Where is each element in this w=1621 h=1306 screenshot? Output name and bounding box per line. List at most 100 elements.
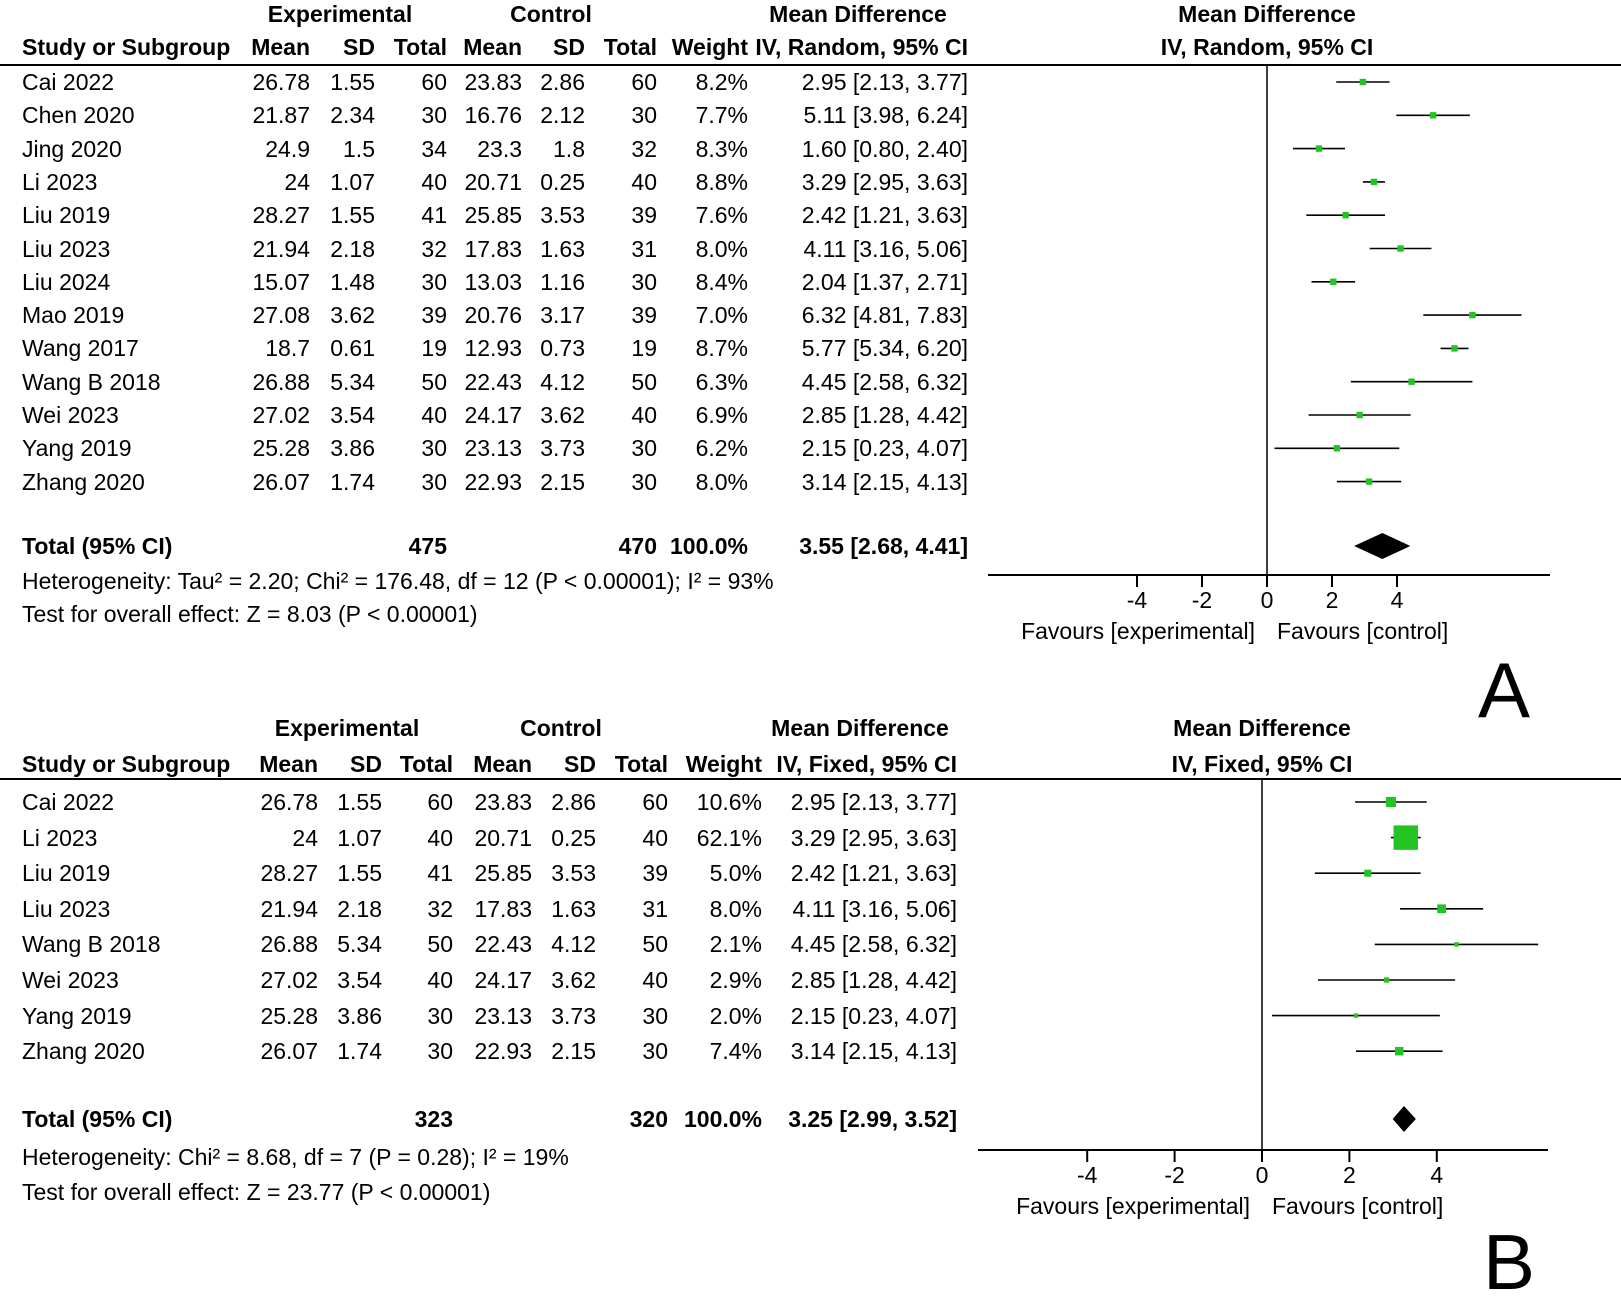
experimental-total: 39 (421, 302, 447, 329)
experimental-mean-header: Mean (259, 751, 318, 777)
control-mean: 17.83 (464, 235, 522, 262)
control-total: 40 (642, 824, 668, 851)
total-label: Total (95% CI) (22, 1106, 173, 1132)
control-mean: 23.13 (464, 435, 522, 462)
study-name: Cai 2022 (22, 789, 115, 815)
mean-difference-ci: 2.42 [1.21, 3.63] (790, 860, 957, 887)
experimental-sd: 3.54 (337, 967, 382, 993)
experimental-total: 32 (427, 895, 453, 922)
mean-difference-ci: 6.32 [4.81, 7.83] (801, 302, 968, 329)
x-tick-label: 0 (1255, 1162, 1269, 1188)
mean-difference-ci: 3.14 [2.15, 4.13] (790, 1038, 957, 1065)
experimental-sd: 1.74 (337, 1038, 382, 1065)
control-total-header: Total (614, 751, 668, 777)
mean-difference-ci: 2.85 [1.28, 4.42] (790, 967, 957, 993)
study-name: Chen 2020 (22, 102, 135, 129)
control-mean: 24.17 (464, 402, 522, 428)
control-sd: 1.63 (551, 895, 596, 922)
forest-plot-svg (978, 778, 1548, 1162)
study-name: Zhang 2020 (22, 468, 145, 495)
control-mean: 22.43 (464, 368, 522, 395)
study-name: Jing 2020 (22, 135, 122, 162)
study-weight: 8.2% (695, 69, 748, 95)
experimental-sd: 3.62 (330, 302, 375, 329)
mean-difference-ci: 2.85 [1.28, 4.42] (801, 402, 968, 428)
heterogeneity-text: Heterogeneity: Tau² = 2.20; Chi² = 176.4… (22, 568, 774, 594)
study-weight: 6.2% (695, 435, 748, 462)
control-sd: 0.25 (540, 168, 585, 195)
control-sd: 1.8 (553, 135, 585, 162)
experimental-sd: 1.55 (330, 69, 375, 95)
experimental-mean: 28.27 (252, 202, 310, 229)
x-tick-label: -4 (1076, 1162, 1098, 1188)
point-estimate (1356, 411, 1363, 419)
study-name: Cai 2022 (22, 69, 115, 95)
experimental-sd: 1.07 (337, 824, 382, 851)
control-mean-header: Mean (473, 751, 532, 777)
control-total: 50 (631, 368, 657, 395)
control-mean-header: Mean (463, 34, 522, 60)
point-estimate (1353, 1013, 1359, 1018)
control-sd: 2.15 (551, 1038, 596, 1065)
mean-difference-header: Mean Difference (769, 1, 947, 27)
experimental-total: 30 (427, 1038, 453, 1065)
experimental-sd: 2.34 (330, 102, 375, 129)
header-rule (0, 778, 1621, 780)
control-total: 40 (631, 402, 657, 428)
total-weight: 100.0% (683, 1106, 762, 1132)
control-sd: 2.12 (540, 102, 585, 129)
study-name: Wang B 2018 (22, 931, 161, 958)
control-sd: 4.12 (551, 931, 596, 958)
favours-control-label: Favours [control] (1272, 1193, 1444, 1219)
experimental-mean: 24.9 (265, 135, 310, 162)
experimental-total: 60 (427, 789, 453, 815)
experimental-total: 30 (421, 268, 447, 295)
experimental-total: 30 (421, 468, 447, 495)
control-mean: 22.93 (464, 468, 522, 495)
experimental-sd: 3.54 (330, 402, 375, 428)
mean-difference-header: Mean Difference (771, 715, 949, 741)
point-estimate (1385, 796, 1396, 808)
experimental-total-n: 323 (414, 1106, 453, 1132)
favours-experimental-label: Favours [experimental] (1016, 1193, 1250, 1219)
study-weight: 8.0% (709, 895, 762, 922)
experimental-mean: 21.94 (252, 235, 310, 262)
point-estimate (1333, 445, 1341, 452)
experimental-mean-header: Mean (251, 34, 310, 60)
total-label: Total (95% CI) (22, 533, 173, 559)
x-tick-label: -2 (1191, 587, 1213, 613)
point-estimate (1408, 378, 1415, 385)
point-estimate (1437, 904, 1446, 914)
control-mean: 25.85 (474, 860, 532, 887)
mean-difference-ci: 3.14 [2.15, 4.13] (801, 468, 968, 495)
experimental-total: 30 (427, 1002, 453, 1029)
point-estimate (1364, 869, 1372, 877)
experimental-mean: 26.78 (260, 789, 318, 815)
study-name: Liu 2023 (22, 235, 111, 262)
control-mean: 24.17 (474, 967, 532, 993)
experimental-mean: 15.07 (252, 268, 310, 295)
mean-difference-ci: 5.77 [5.34, 6.20] (801, 335, 968, 362)
point-estimate (1315, 145, 1323, 152)
control-sd: 1.63 (540, 235, 585, 262)
x-tick-label: 0 (1260, 587, 1274, 613)
experimental-mean: 24 (284, 168, 310, 195)
mean-difference-ci: 2.95 [2.13, 3.77] (801, 69, 968, 95)
control-total: 30 (631, 268, 657, 295)
study-weight: 8.0% (695, 468, 748, 495)
experimental-sd: 1.55 (337, 860, 382, 887)
study-weight: 8.3% (695, 135, 748, 162)
experimental-header: Experimental (267, 1, 413, 27)
panel-label: A (1478, 646, 1531, 734)
control-total: 39 (642, 860, 668, 887)
study-name: Wei 2023 (22, 967, 119, 993)
experimental-mean: 25.28 (260, 1002, 318, 1029)
control-mean: 25.85 (464, 202, 522, 229)
control-mean: 23.3 (477, 135, 522, 162)
study-name: Liu 2024 (22, 268, 111, 295)
experimental-mean: 27.02 (252, 402, 310, 428)
study-name: Yang 2019 (22, 1002, 132, 1029)
study-weight: 8.7% (695, 335, 748, 362)
overall-effect-text: Test for overall effect: Z = 23.77 (P < … (22, 1179, 491, 1205)
experimental-total: 30 (421, 102, 447, 129)
